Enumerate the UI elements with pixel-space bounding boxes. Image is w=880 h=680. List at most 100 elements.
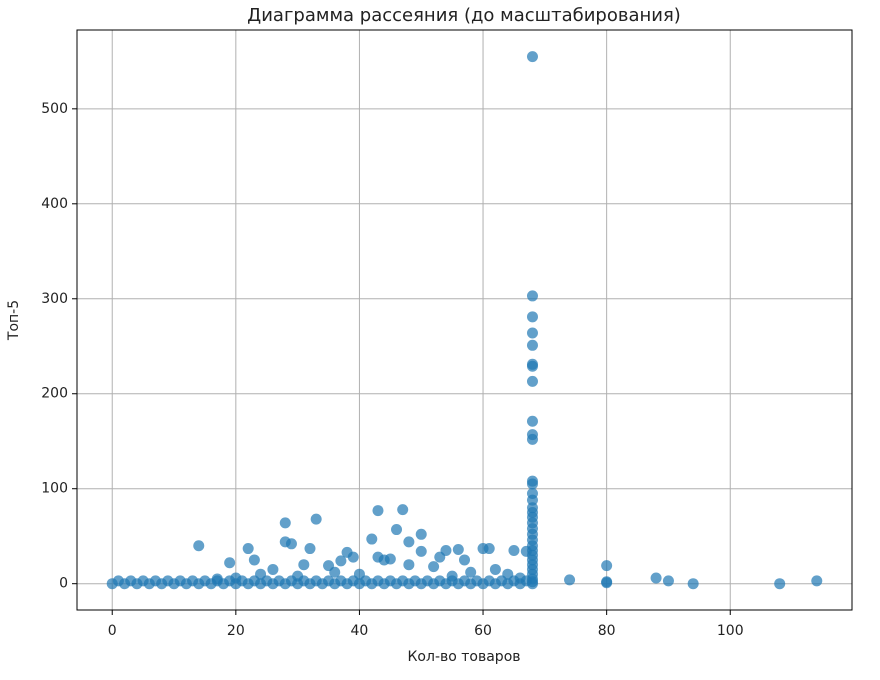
point xyxy=(452,544,464,556)
point xyxy=(261,575,273,587)
point xyxy=(391,524,403,536)
point xyxy=(434,575,446,587)
point xyxy=(323,575,335,587)
point xyxy=(811,575,823,587)
point xyxy=(187,575,199,587)
point xyxy=(459,575,470,587)
y-tick-label: 300 xyxy=(41,291,68,307)
point xyxy=(125,575,137,587)
point xyxy=(285,538,297,550)
point xyxy=(193,540,205,552)
point xyxy=(459,554,470,566)
point xyxy=(224,575,236,587)
point xyxy=(335,555,347,567)
y-tick-label: 500 xyxy=(41,101,68,117)
point xyxy=(112,575,124,587)
point xyxy=(508,575,520,587)
point xyxy=(273,575,285,587)
point xyxy=(526,494,538,506)
point xyxy=(526,51,538,63)
point xyxy=(526,478,538,490)
point xyxy=(526,360,538,372)
point xyxy=(526,290,538,302)
point xyxy=(650,572,662,584)
point xyxy=(248,575,260,587)
point xyxy=(687,578,699,590)
point xyxy=(310,575,322,587)
point xyxy=(304,543,316,555)
y-tick-label: 200 xyxy=(41,386,68,402)
point xyxy=(403,536,415,548)
point xyxy=(149,575,161,587)
point xyxy=(329,566,341,578)
point xyxy=(662,575,674,587)
y-tick-label: 0 xyxy=(59,576,68,592)
point xyxy=(384,553,396,565)
point xyxy=(279,517,291,529)
point xyxy=(384,575,396,587)
point xyxy=(415,528,427,540)
point xyxy=(526,375,538,387)
point xyxy=(465,566,477,578)
x-tick-label: 20 xyxy=(227,623,245,639)
x-tick-label: 80 xyxy=(598,623,616,639)
point xyxy=(496,575,508,587)
point xyxy=(224,557,236,569)
point xyxy=(403,559,415,571)
point xyxy=(360,575,372,587)
point xyxy=(248,554,260,566)
point xyxy=(397,504,409,516)
point xyxy=(601,560,613,572)
x-tick-label: 60 xyxy=(474,623,492,639)
point xyxy=(564,574,576,586)
point xyxy=(137,575,149,587)
point xyxy=(421,575,433,587)
point xyxy=(508,544,520,556)
point xyxy=(520,575,532,587)
point xyxy=(409,575,421,587)
point xyxy=(428,561,440,573)
x-tick-label: 0 xyxy=(108,623,117,639)
point xyxy=(440,544,452,556)
point xyxy=(601,577,613,589)
point xyxy=(242,543,254,555)
point xyxy=(298,575,310,587)
point xyxy=(366,533,378,545)
point xyxy=(211,575,223,587)
point xyxy=(298,559,310,571)
point xyxy=(372,575,384,587)
point xyxy=(526,311,538,323)
y-tick-label: 400 xyxy=(41,196,68,212)
point xyxy=(489,563,501,575)
point xyxy=(520,545,532,557)
plot-frame xyxy=(76,29,853,611)
x-tick-label: 100 xyxy=(717,623,744,639)
chart-title: Диаграмма рассеяния (до масштабирования) xyxy=(247,5,681,26)
point xyxy=(526,415,538,427)
point xyxy=(526,327,538,339)
point xyxy=(285,575,297,587)
point xyxy=(471,575,483,587)
point xyxy=(267,563,279,575)
point xyxy=(415,545,427,557)
point xyxy=(236,575,248,587)
point xyxy=(397,575,409,587)
x-axis-label: Кол-во товаров xyxy=(407,649,520,665)
point xyxy=(446,575,458,587)
point xyxy=(199,575,211,587)
point xyxy=(483,543,495,555)
point xyxy=(526,433,538,445)
point xyxy=(162,575,174,587)
y-axis-label: Топ-5 xyxy=(6,300,22,341)
point xyxy=(483,575,495,587)
y-tick-label: 100 xyxy=(41,481,68,497)
point xyxy=(347,575,359,587)
point xyxy=(372,505,384,517)
point xyxy=(347,551,359,563)
point xyxy=(335,575,347,587)
point xyxy=(310,513,322,525)
point xyxy=(526,339,538,351)
point xyxy=(774,578,786,590)
point xyxy=(174,575,186,587)
